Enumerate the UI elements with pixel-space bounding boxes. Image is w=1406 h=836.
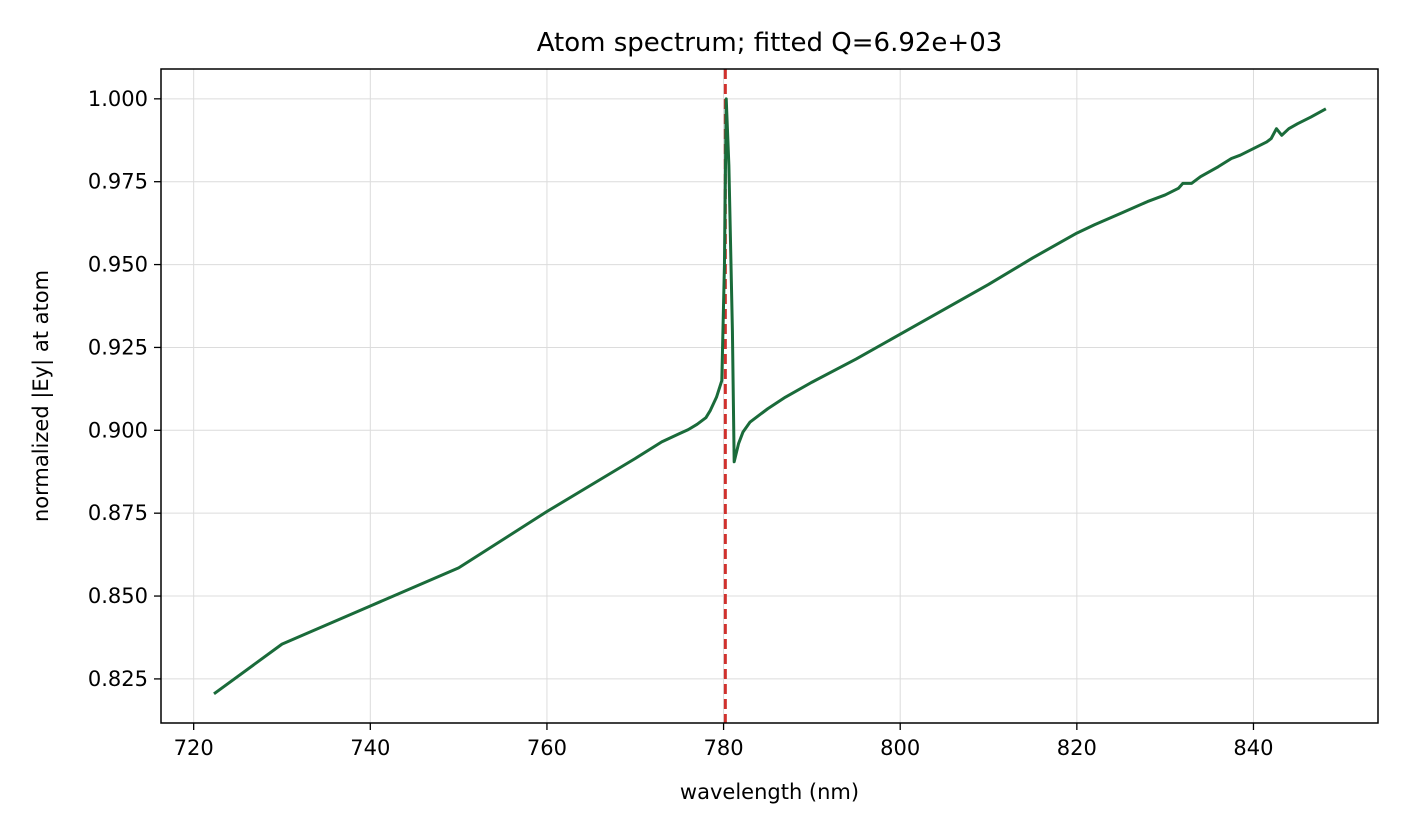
y-tick-label: 0.850 (88, 584, 148, 608)
plot-frame (160, 68, 1379, 724)
x-tick-label: 800 (880, 736, 920, 760)
grid (161, 69, 1378, 723)
x-tick-label: 780 (704, 736, 744, 760)
x-tick-label: 720 (174, 736, 214, 760)
chart-title: Atom spectrum; fitted Q=6.92e+03 (537, 28, 1003, 58)
y-tick-label: 0.900 (88, 418, 148, 442)
x-axis-label: wavelength (nm) (680, 780, 859, 804)
y-tick-label: 0.950 (88, 253, 148, 277)
x-tick-label: 740 (350, 736, 390, 760)
y-axis-label: normalized |Ey| at atom (29, 270, 54, 522)
y-tick-label: 0.875 (88, 501, 148, 525)
y-tick-label: 0.825 (88, 667, 148, 691)
y-tick-label: 0.925 (88, 335, 148, 359)
ticks: 720 740 760 780 800 820 840 0.825 0.850 0.875 0.90… (88, 87, 1274, 760)
x-tick-label: 840 (1233, 736, 1273, 760)
y-tick-label: 1.000 (88, 87, 148, 111)
y-tick-label: 0.975 (88, 170, 148, 194)
x-tick-label: 760 (527, 736, 567, 760)
series-line (213, 97, 1327, 696)
x-tick-label: 820 (1057, 736, 1097, 760)
series-layer (213, 97, 1327, 696)
